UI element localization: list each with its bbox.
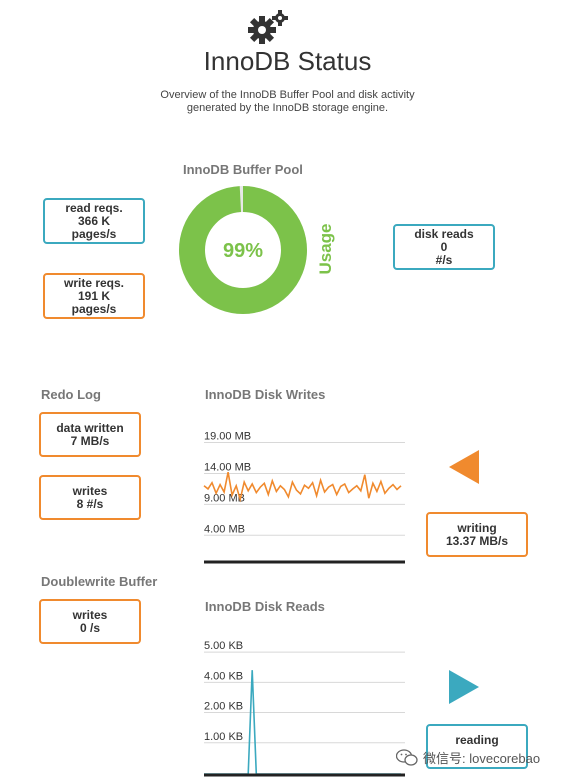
y-tick-label: 9.00 MB [204,492,245,504]
writing-value: 13.37 MB/s [445,533,509,548]
page-title: InnoDB Status [203,46,372,76]
y-tick-label: 1.00 KB [204,731,243,743]
write-reqs-box: write reqs. 191 K pages/s [43,273,145,319]
disk-reads-value: 0 [440,239,448,254]
read-reqs-unit: pages/s [71,226,117,241]
watermark-text: 微信号: lovecorebao [423,751,541,766]
redo-writes-box: writes 8 #/s [39,475,141,520]
read-reqs-box: read reqs. 366 K pages/s [43,198,145,244]
redo-writes-label: writes [72,483,108,498]
page-subtitle: Overview of the InnoDB Buffer Pool and d… [0,89,575,115]
disk-reads-box: disk reads 0 #/s [393,224,495,270]
usage-percent: 99% [223,240,263,262]
writing-box: writing 13.37 MB/s [426,512,528,557]
series-line [204,670,401,775]
read-reqs-value: 366 K [77,213,111,228]
buffer-pool-donut: 99% Usage [179,186,335,314]
disk-reads-label: disk reads [414,226,474,241]
y-tick-label: 4.00 MB [204,523,245,535]
y-tick-label: 19.00 MB [204,431,251,443]
disk-writes-chart: 19.00 MB 14.00 MB 9.00 MB 4.00 MB [203,431,405,564]
usage-label: Usage [316,223,335,274]
redo-log-title: Redo Log [41,387,101,402]
y-tick-label: 2.00 KB [204,701,243,713]
writing-label: writing [457,520,497,535]
disk-reads-chart: 5.00 KB 4.00 KB 2.00 KB 1.00 KB [204,640,405,777]
write-reqs-unit: pages/s [71,301,117,316]
write-reqs-value: 191 K [77,288,111,303]
subtitle-line-2: generated by the InnoDB storage engine. [186,102,389,114]
y-tick-label: 5.00 KB [204,640,243,652]
data-written-box: data written 7 MB/s [39,412,141,457]
read-reqs-label: read reqs. [65,200,123,215]
wechat-icon [396,748,418,766]
subtitle-line-1: Overview of the InnoDB Buffer Pool and d… [160,89,415,101]
doublewrite-writes-box: writes 0 /s [39,599,141,644]
gears-icon [248,10,288,44]
reading-arrow-icon [449,670,479,704]
doublewrite-title: Doublewrite Buffer [41,574,158,589]
series-line [203,472,402,503]
disk-reads-unit: #/s [435,252,453,267]
buffer-pool-title: InnoDB Buffer Pool [183,162,303,177]
writing-arrow-icon [449,450,479,484]
disk-reads-chart-title: InnoDB Disk Reads [205,599,325,614]
reading-label: reading [455,733,499,747]
write-reqs-label: write reqs. [63,275,125,290]
donut-usage-arc [179,186,307,314]
reading-box: reading [426,724,528,769]
y-tick-label: 14.00 MB [204,461,251,473]
watermark: 微信号: lovecorebao [396,748,540,767]
redo-writes-value: 8 #/s [76,496,104,511]
data-written-value: 7 MB/s [70,433,110,448]
data-written-label: data written [56,420,124,435]
doublewrite-writes-label: writes [72,607,108,622]
disk-writes-title: InnoDB Disk Writes [205,387,326,402]
y-tick-label: 4.00 KB [204,670,243,682]
doublewrite-writes-value: 0 /s [79,620,100,635]
